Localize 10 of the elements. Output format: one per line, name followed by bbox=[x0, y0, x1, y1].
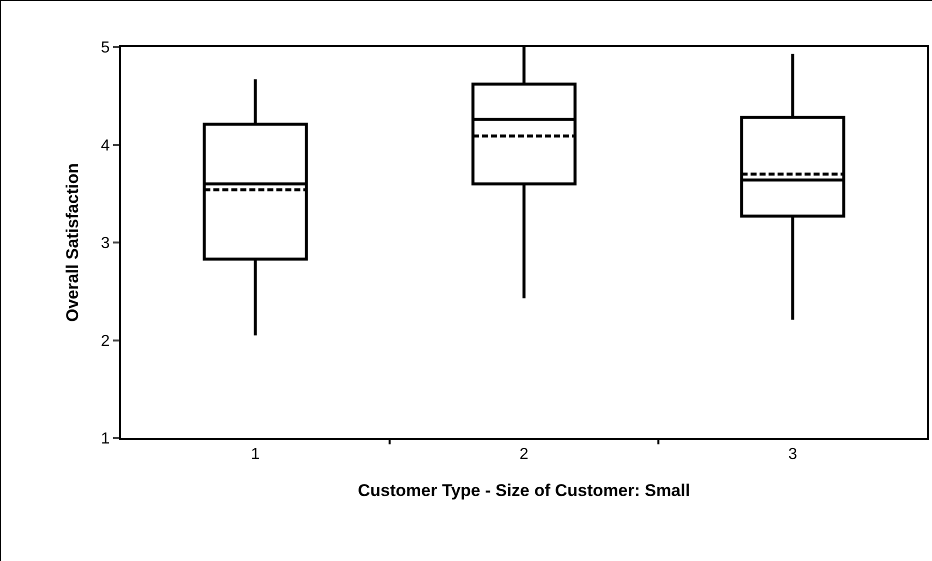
y-tick-label: 1 bbox=[100, 430, 110, 448]
y-tick-label: 3 bbox=[100, 235, 110, 252]
x-tick-label: 2 bbox=[520, 446, 529, 464]
x-axis-title: Customer Type - Size of Customer: Small bbox=[358, 481, 690, 500]
x-tick-label: 1 bbox=[250, 446, 260, 464]
y-tick-label: 4 bbox=[100, 137, 110, 154]
y-axis-title: Overall Satisfaction bbox=[62, 163, 82, 322]
x-tick-label: 3 bbox=[788, 446, 798, 464]
y-tick-label: 5 bbox=[100, 40, 110, 57]
y-tick-label: 2 bbox=[100, 332, 110, 350]
